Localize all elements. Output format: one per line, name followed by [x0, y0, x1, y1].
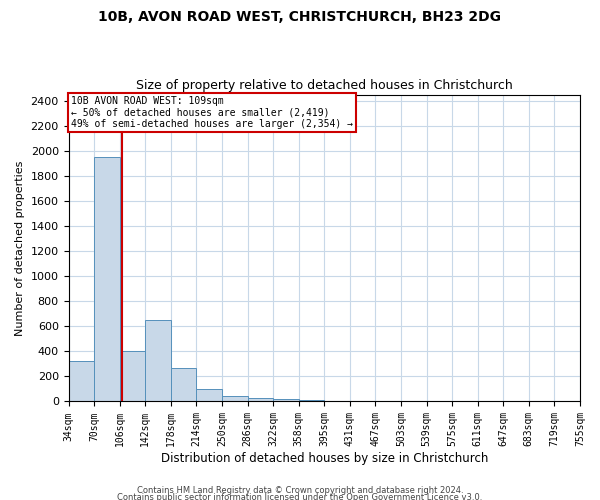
- Bar: [248, 398, 273, 402]
- Text: 10B, AVON ROAD WEST, CHRISTCHURCH, BH23 2DG: 10B, AVON ROAD WEST, CHRISTCHURCH, BH23 …: [98, 10, 502, 24]
- Text: 10B AVON ROAD WEST: 109sqm
← 50% of detached houses are smaller (2,419)
49% of s: 10B AVON ROAD WEST: 109sqm ← 50% of deta…: [71, 96, 353, 130]
- Bar: [94, 157, 119, 402]
- Bar: [299, 400, 324, 402]
- Y-axis label: Number of detached properties: Number of detached properties: [15, 160, 25, 336]
- Text: Contains public sector information licensed under the Open Government Licence v3: Contains public sector information licen…: [118, 494, 482, 500]
- Bar: [119, 352, 145, 402]
- Bar: [145, 320, 171, 402]
- Text: Contains HM Land Registry data © Crown copyright and database right 2024.: Contains HM Land Registry data © Crown c…: [137, 486, 463, 495]
- Bar: [196, 389, 222, 402]
- Bar: [171, 368, 196, 402]
- Bar: [222, 396, 248, 402]
- Bar: [68, 362, 94, 402]
- Bar: [273, 399, 299, 402]
- Title: Size of property relative to detached houses in Christchurch: Size of property relative to detached ho…: [136, 79, 512, 92]
- X-axis label: Distribution of detached houses by size in Christchurch: Distribution of detached houses by size …: [161, 452, 488, 465]
